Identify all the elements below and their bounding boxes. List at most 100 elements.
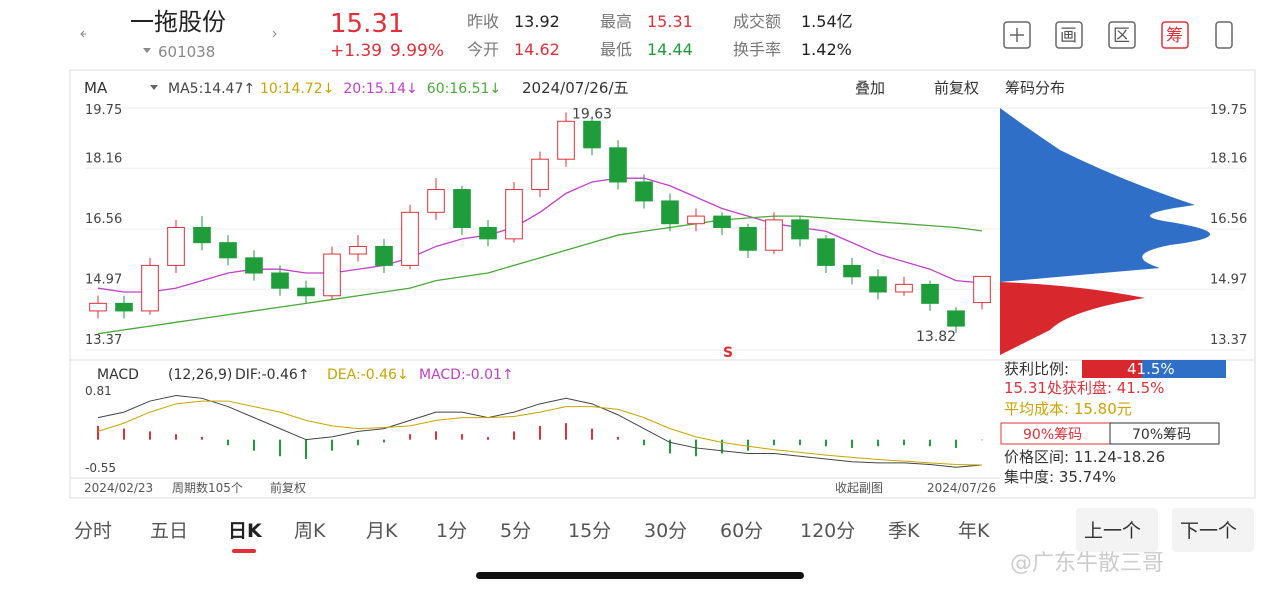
macd-bar [513,431,515,440]
chip-btn-text[interactable]: 70%筹码 [1132,426,1191,443]
nav-text[interactable]: 上一个 [1084,520,1141,542]
candle-body [349,245,367,255]
candle-body [505,189,523,240]
macd-bar [331,439,333,451]
chips-blue [1000,108,1210,282]
macd-bar [747,439,749,451]
chart-frame [69,69,1256,499]
icon-box[interactable] [1161,21,1189,49]
collapse[interactable]: 收起副图 [835,481,883,495]
macd-bar [851,439,853,448]
label: 前复权 [270,480,306,495]
candle-body [245,257,263,274]
tab[interactable]: 日K [228,520,263,542]
macd-bar [149,431,151,440]
macd-bar [123,428,125,440]
candle-body [583,120,601,149]
icon-box[interactable] [1108,21,1136,49]
icon-box[interactable] [1055,21,1083,49]
nav-text[interactable]: 下一个 [1180,520,1237,542]
tab[interactable]: 30分 [644,520,687,542]
macd-bar [227,439,229,446]
high-label: 19.63 [572,107,612,123]
y2-tick-label: 0.81 [85,384,112,398]
tab[interactable]: 年K [958,520,990,542]
tab[interactable]: 120分 [800,520,855,542]
home-bar [476,572,804,579]
y-tick-label: 18.16 [85,151,122,166]
dropdown [143,48,151,53]
label: 15.31处获利盘: 41.5% [1004,379,1164,397]
y2-tick-label: -0.55 [85,461,116,475]
candle-body [401,211,419,266]
menu[interactable]: 前复权 [934,79,979,97]
chip-btn-text[interactable]: 90%筹码 [1023,426,1082,443]
candle-body [219,242,237,259]
candle-body [297,287,315,297]
label: 60:16.51↓ [427,81,501,97]
tab[interactable]: 分时 [74,520,112,542]
tab[interactable]: 月K [366,520,398,542]
plus [1010,28,1024,42]
tab[interactable]: 季K [888,520,920,542]
share-icon[interactable] [1215,21,1233,49]
macd-line [97,400,983,466]
label: 1.42% [801,40,852,59]
candle-body [635,181,653,202]
macd-bar [305,439,307,459]
label: (12,26,9) [168,367,232,383]
candle-body [739,226,757,251]
y-tick-label-right: 16.56 [1210,212,1247,227]
y-tick-label: 13.37 [85,333,122,348]
label: 平均成本: 15.80元 [1004,400,1132,418]
macd-bar [903,439,905,446]
tab[interactable]: 60分 [720,520,763,542]
tab[interactable]: 五日 [150,520,188,542]
label: 成交额 [733,12,781,31]
candle-body [817,238,835,266]
label: 一拖股份 [130,8,226,36]
label: MA [84,79,108,97]
macd-line [97,395,983,468]
ma-line [97,215,983,335]
tab[interactable]: 1分 [436,520,467,542]
label: +1.39 [330,41,382,61]
macd-bar [357,439,359,446]
candle-body [921,283,939,304]
candle-body [115,302,133,312]
macd-bar [617,436,619,440]
chip-btn[interactable] [1109,422,1220,445]
label: 9.99% [390,41,444,61]
label: 20:15.14↓ [343,81,417,97]
candle-body [791,219,809,240]
label: 14.44 [647,40,693,59]
tab[interactable]: 15分 [568,520,611,542]
menu[interactable]: 叠加 [855,79,885,97]
macd-bar [799,439,801,446]
label: DEA:-0.46↓ [327,367,409,383]
y-tick-label: 16.56 [85,212,122,227]
label: 集中度: 35.74% [1004,468,1116,486]
candle-body [609,147,627,183]
macd-bar [981,439,983,441]
y-tick-label: 19.75 [85,103,122,118]
candle-body [531,158,549,191]
icon-plus[interactable] [1003,21,1031,49]
chips-red [1000,282,1145,355]
label: 换手率 [733,40,781,59]
nav-btn[interactable] [1076,508,1158,552]
candle-body [947,310,965,327]
icon-text: 区 [1113,26,1130,46]
candle-body [453,189,471,228]
menu[interactable]: 筹码分布 [1005,79,1065,97]
candle-body [661,200,679,225]
macd-bar [435,431,437,440]
candle-body [687,215,705,225]
nav-btn[interactable] [1172,508,1254,552]
tab[interactable]: 5分 [500,520,531,542]
tab[interactable]: 周K [294,520,326,542]
y-tick-label-right: 14.97 [1210,272,1247,287]
label: 14.62 [514,40,560,59]
